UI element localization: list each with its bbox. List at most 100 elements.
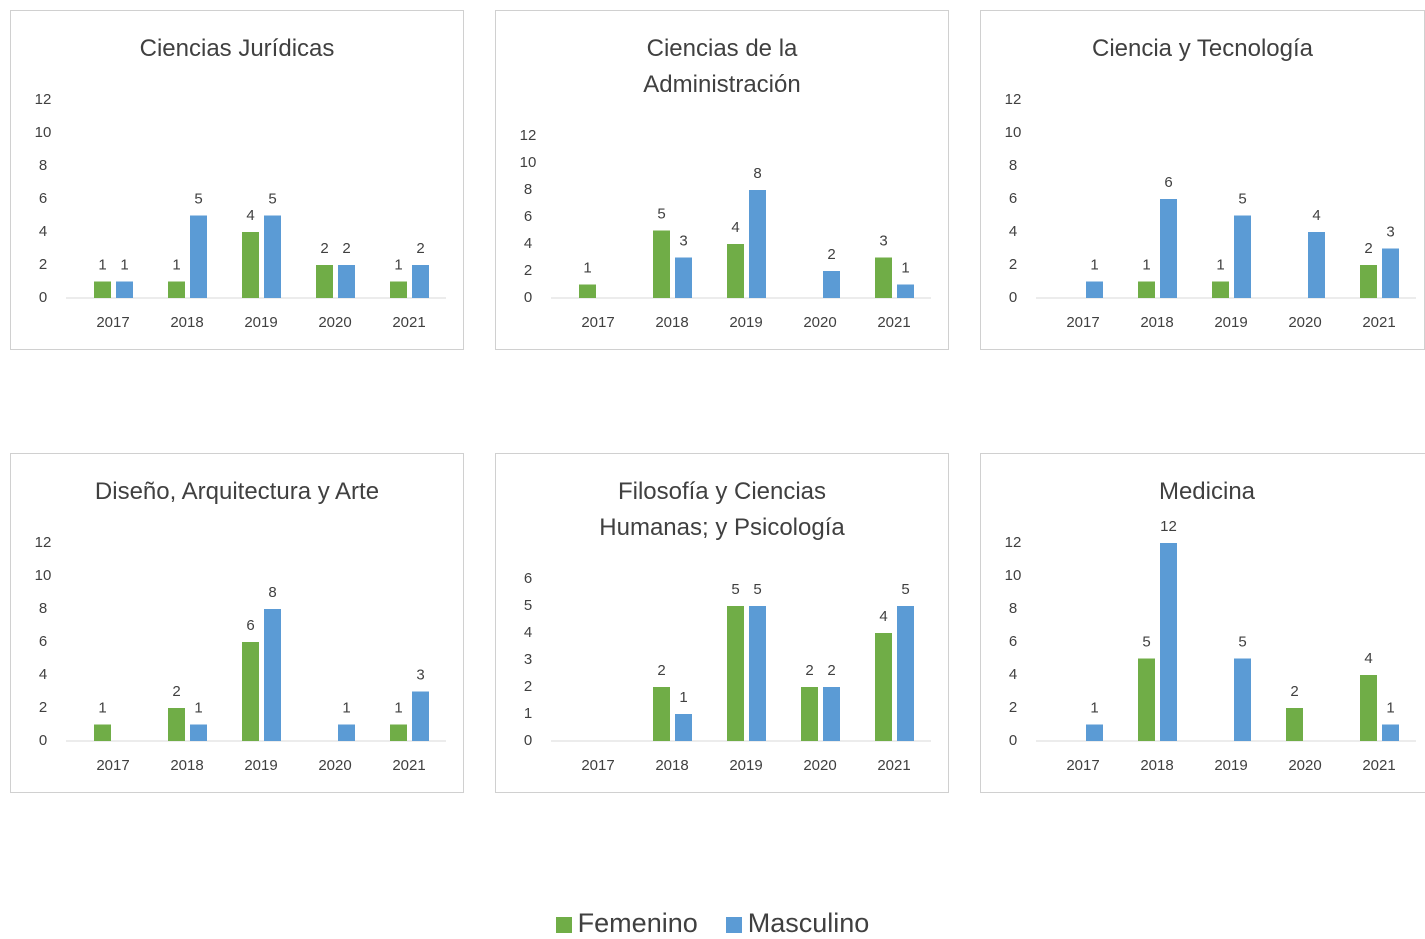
bar xyxy=(168,281,185,298)
data-label: 1 xyxy=(1142,256,1150,273)
y-tick-label: 2 xyxy=(1009,256,1017,273)
y-tick-label: 2 xyxy=(1009,699,1017,716)
y-tick-label: 8 xyxy=(39,600,47,617)
bar xyxy=(412,265,429,298)
bar xyxy=(242,642,259,741)
bar xyxy=(242,232,259,298)
x-tick-label: 2018 xyxy=(1140,314,1173,331)
data-label: 2 xyxy=(342,240,350,257)
x-tick-label: 2021 xyxy=(392,757,425,774)
y-tick-label: 4 xyxy=(39,666,47,683)
y-tick-label: 10 xyxy=(1005,567,1022,584)
bar xyxy=(116,281,133,298)
bar xyxy=(1286,708,1303,741)
y-tick-label: 10 xyxy=(1005,124,1022,141)
y-tick-label: 0 xyxy=(524,732,532,749)
x-tick-label: 2021 xyxy=(877,757,910,774)
bar xyxy=(1212,281,1229,298)
x-tick-label: 2017 xyxy=(1066,757,1099,774)
bar xyxy=(749,190,766,298)
x-tick-label: 2020 xyxy=(318,757,351,774)
bar xyxy=(675,257,692,298)
data-label: 1 xyxy=(1090,256,1098,273)
data-label: 5 xyxy=(753,581,761,598)
bar xyxy=(1160,199,1177,298)
bar xyxy=(1308,232,1325,298)
data-label: 4 xyxy=(1312,207,1320,224)
chart: 0 2 4 6 8 10 12 2017 1 2018 5 12 2019 5 2020 2 2021 4 1 xyxy=(1005,518,1416,774)
legend: Femenino Masculino xyxy=(0,908,1425,939)
x-tick-label: 2017 xyxy=(581,757,614,774)
y-tick-label: 4 xyxy=(524,624,532,641)
bar xyxy=(390,724,407,741)
legend-label: Femenino xyxy=(577,908,698,938)
y-tick-label: 1 xyxy=(524,705,532,722)
bar xyxy=(653,687,670,741)
bar xyxy=(190,215,207,298)
bar xyxy=(1382,724,1399,741)
data-label: 1 xyxy=(394,699,402,716)
chart-title: Medicina xyxy=(1158,478,1256,505)
data-label: 4 xyxy=(246,207,254,224)
bar xyxy=(94,281,111,298)
x-tick-label: 2019 xyxy=(1214,757,1247,774)
y-tick-label: 5 xyxy=(524,597,532,614)
legend-item: Masculino xyxy=(725,908,869,939)
chart-panel: Filosofía y Ciencias Humanas; y Psicolog… xyxy=(495,453,949,793)
data-label: 6 xyxy=(246,617,254,634)
x-tick-label: 2019 xyxy=(1214,314,1247,331)
chart-title: Ciencias de la Administración xyxy=(643,35,801,98)
bar xyxy=(875,257,892,298)
x-tick-label: 2019 xyxy=(729,757,762,774)
x-tick-label: 2020 xyxy=(803,314,836,331)
y-tick-label: 8 xyxy=(39,157,47,174)
y-tick-label: 6 xyxy=(1009,633,1017,650)
x-tick-label: 2017 xyxy=(96,314,129,331)
data-label: 1 xyxy=(172,256,180,273)
data-label: 1 xyxy=(1386,699,1394,716)
legend-item: Femenino xyxy=(555,908,698,939)
data-label: 8 xyxy=(753,165,761,182)
y-tick-label: 6 xyxy=(524,208,532,225)
bar xyxy=(727,244,744,298)
data-label: 2 xyxy=(805,662,813,679)
data-label: 2 xyxy=(320,240,328,257)
y-tick-label: 12 xyxy=(35,534,52,551)
bar xyxy=(823,687,840,741)
y-tick-label: 12 xyxy=(1005,91,1022,108)
data-label: 8 xyxy=(268,584,276,601)
bar xyxy=(1160,543,1177,741)
bar xyxy=(1234,215,1251,298)
bar xyxy=(1086,724,1103,741)
data-label: 1 xyxy=(394,256,402,273)
data-label: 5 xyxy=(268,190,276,207)
data-label: 1 xyxy=(98,256,106,273)
y-tick-label: 0 xyxy=(1009,289,1017,306)
data-label: 1 xyxy=(1090,699,1098,716)
bar xyxy=(264,215,281,298)
y-tick-label: 8 xyxy=(1009,157,1017,174)
y-tick-label: 2 xyxy=(39,699,47,716)
chart-panel: Ciencias de la Administración 0 2 4 6 8 10 12 20… xyxy=(495,10,949,350)
y-tick-label: 0 xyxy=(39,732,47,749)
y-tick-label: 12 xyxy=(35,91,52,108)
bar xyxy=(338,724,355,741)
chart-title: Filosofía y Ciencias Humanas; y Psicolog… xyxy=(599,478,845,541)
chart-panel: Medicina 0 2 4 6 8 10 12 2017 1 2018 5 12 2019 5 2020 2 2… xyxy=(980,453,1425,793)
data-label: 1 xyxy=(679,689,687,706)
bar xyxy=(94,724,111,741)
y-tick-label: 10 xyxy=(520,154,537,171)
bar xyxy=(264,609,281,741)
bar xyxy=(749,606,766,741)
data-label: 4 xyxy=(1364,650,1372,667)
data-label: 2 xyxy=(657,662,665,679)
x-tick-label: 2020 xyxy=(1288,314,1321,331)
bar xyxy=(1360,675,1377,741)
bar xyxy=(897,606,914,741)
x-tick-label: 2018 xyxy=(1140,757,1173,774)
data-label: 5 xyxy=(1142,633,1150,650)
x-tick-label: 2021 xyxy=(392,314,425,331)
